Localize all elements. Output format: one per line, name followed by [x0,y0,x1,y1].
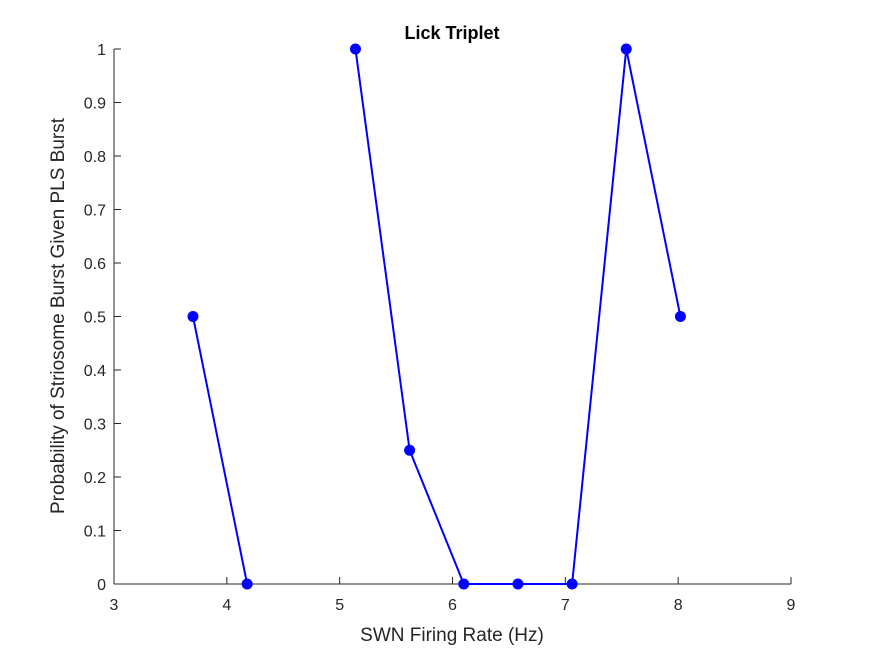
x-tick-label: 9 [787,597,796,614]
y-tick-label: 0.7 [84,203,106,220]
y-tick-label: 0.9 [84,96,106,113]
chart-title: Lick Triplet [404,23,499,43]
x-tick-label: 5 [335,597,344,614]
data-point [349,43,361,55]
x-tick-label: 4 [222,597,231,614]
data-point [458,578,470,590]
axes [113,49,791,585]
series-line [354,48,682,585]
data-point [241,578,253,590]
x-axis-label: SWN Firing Rate (Hz) [360,625,544,646]
data-point [512,578,524,590]
plot-area [187,43,686,590]
y-tick-label: 0.6 [84,256,106,273]
data-point [674,311,686,322]
x-tick-label: 3 [110,597,119,614]
x-tick-label: 8 [674,597,683,614]
y-tick-label: 0.8 [84,149,106,166]
data-point [404,444,416,456]
data-point [187,311,199,322]
data-point [620,43,632,55]
y-axis-ticks: 0 0.1 0.2 0.3 0.4 0.5 0.6 0.7 0.8 0.9 1 [84,42,121,594]
y-tick-label: 0.2 [84,470,106,487]
y-tick-label: 0.1 [84,524,106,541]
y-tick-label: 0.4 [84,363,106,380]
x-tick-label: 7 [561,597,570,614]
x-tick-label: 6 [448,597,457,614]
y-tick-label: 0 [97,577,106,594]
series-line [192,316,249,585]
y-tick-label: 1 [97,42,106,59]
x-axis-ticks: 3 4 5 6 7 8 9 [110,577,796,614]
y-tick-label: 0.5 [84,310,106,327]
y-tick-label: 0.3 [84,417,106,434]
y-axis-label: Probability of Striosome Burst Given PLS… [48,117,69,514]
data-point [566,578,578,590]
